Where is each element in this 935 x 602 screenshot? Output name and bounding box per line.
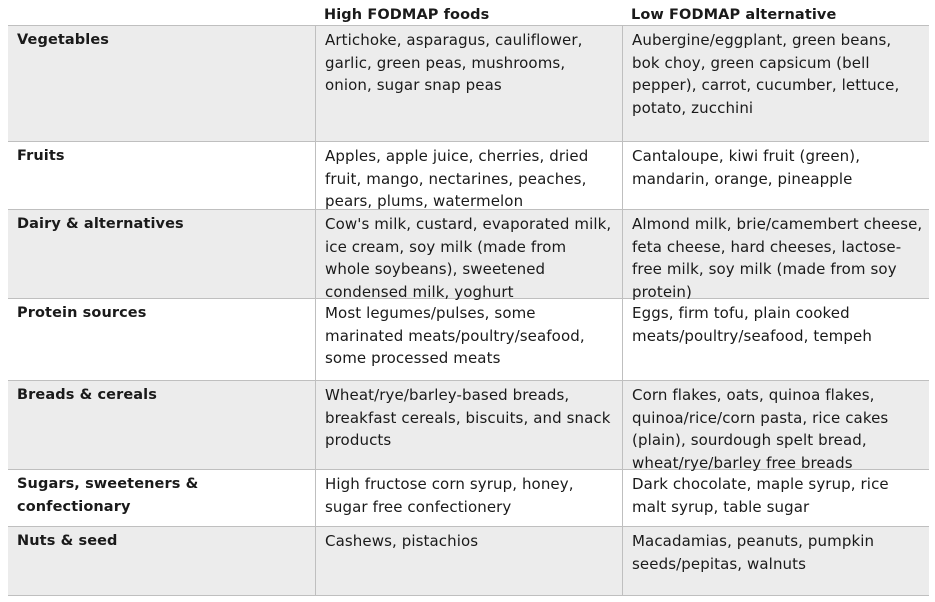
low-fodmap-cell: Macadamias, peanuts, pumpkin seeds/pepit… bbox=[622, 527, 929, 595]
low-fodmap-cell: Eggs, firm tofu, plain cooked meats/poul… bbox=[622, 299, 929, 380]
category-cell: Fruits bbox=[17, 148, 65, 164]
fodmap-table: High FODMAP foods Low FODMAP alternative… bbox=[8, 0, 929, 596]
high-fodmap-cell: Wheat/rye/barley-based breads, breakfast… bbox=[315, 381, 622, 469]
category-cell: Sugars, sweeteners & confectionary bbox=[17, 476, 199, 515]
low-fodmap-cell: Dark chocolate, maple syrup, rice malt s… bbox=[622, 470, 929, 526]
high-fodmap-cell: Artichoke, asparagus, cauliflower, garli… bbox=[315, 26, 622, 141]
header-low-fodmap: Low FODMAP alternative bbox=[631, 7, 837, 23]
category-cell: Nuts & seed bbox=[17, 533, 118, 549]
category-cell: Protein sources bbox=[17, 305, 147, 321]
low-fodmap-cell: Almond milk, brie/camembert cheese, feta… bbox=[622, 210, 929, 301]
table-header-row: High FODMAP foods Low FODMAP alternative bbox=[8, 0, 929, 26]
high-fodmap-cell: Most legumes/pulses, some marinated meat… bbox=[315, 299, 622, 380]
high-fodmap-cell: Cow's milk, custard, evaporated milk, ic… bbox=[315, 210, 622, 301]
table-row: Vegetables Artichoke, asparagus, caulifl… bbox=[8, 26, 929, 142]
category-cell: Dairy & alternatives bbox=[17, 216, 184, 232]
category-cell: Breads & cereals bbox=[17, 387, 157, 403]
low-fodmap-cell: Aubergine/eggplant, green beans, bok cho… bbox=[622, 26, 929, 141]
table-row: Protein sources Most legumes/pulses, som… bbox=[8, 299, 929, 381]
header-high-fodmap: High FODMAP foods bbox=[324, 7, 490, 23]
high-fodmap-cell: High fructose corn syrup, honey, sugar f… bbox=[315, 470, 622, 526]
high-fodmap-cell: Cashews, pistachios bbox=[315, 527, 622, 595]
high-fodmap-cell: Apples, apple juice, cherries, dried fru… bbox=[315, 142, 622, 210]
low-fodmap-cell: Cantaloupe, kiwi fruit (green), mandarin… bbox=[622, 142, 929, 209]
table-row: Breads & cereals Wheat/rye/barley-based … bbox=[8, 381, 929, 472]
table-row: Nuts & seed Cashews, pistachios Macadami… bbox=[8, 527, 929, 596]
low-fodmap-cell: Corn flakes, oats, quinoa flakes, quinoa… bbox=[622, 381, 929, 472]
table-row: Sugars, sweeteners & confectionary High … bbox=[8, 470, 929, 527]
table-row: Fruits Apples, apple juice, cherries, dr… bbox=[8, 142, 929, 210]
category-cell: Vegetables bbox=[17, 32, 110, 48]
header-category bbox=[8, 0, 315, 25]
table-row: Dairy & alternatives Cow's milk, custard… bbox=[8, 210, 929, 301]
